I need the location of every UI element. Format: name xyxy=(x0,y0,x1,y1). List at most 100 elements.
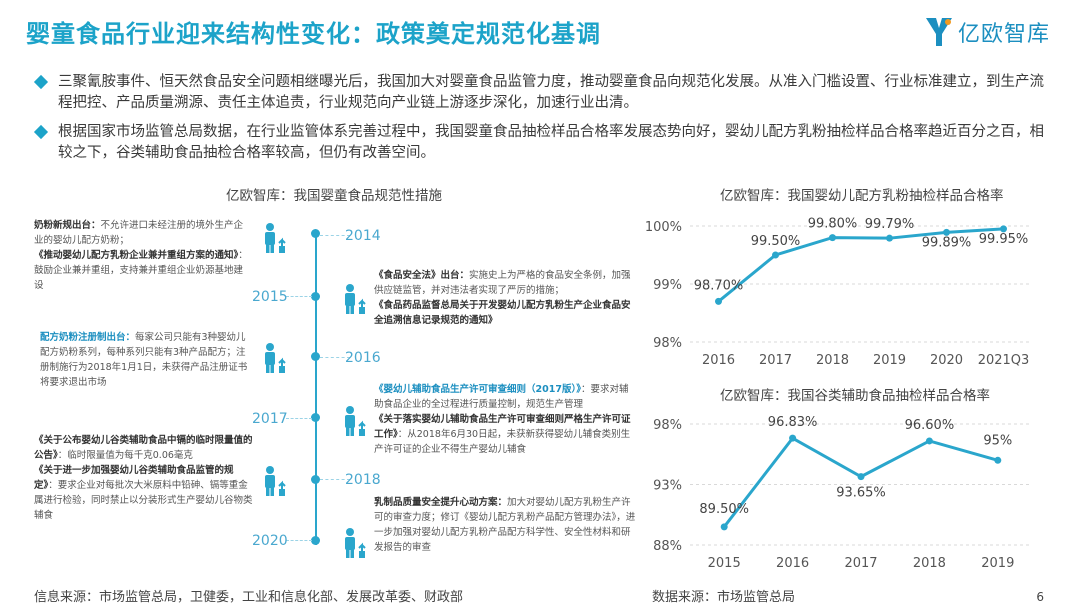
x-tick-label: 2021Q3 xyxy=(978,353,1030,368)
data-point xyxy=(715,297,722,305)
timeline-year: 2015 xyxy=(252,289,288,305)
timeline-connector xyxy=(286,296,312,297)
policy-body: ：鼓励企业兼并重组，支持兼并重组企业奶源基地建设 xyxy=(34,250,248,291)
timeline-dot xyxy=(311,229,320,238)
data-label: 99.79% xyxy=(865,217,915,232)
data-label: 99.50% xyxy=(751,234,801,249)
person-growth-icon xyxy=(340,283,370,315)
data-label: 98.70% xyxy=(694,278,744,293)
timeline-connector xyxy=(286,540,312,541)
diamond-icon xyxy=(33,74,49,90)
data-label: 99.89% xyxy=(922,235,972,250)
timeline-year: 2020 xyxy=(252,533,288,549)
timeline-connector xyxy=(286,418,312,419)
diamond-icon xyxy=(33,124,49,140)
formula-milk-pass-rate-chart: 98% 99% 100% 2016 2017 2018 2019 2020 2021Q3 98.7… xyxy=(645,217,1032,368)
policy-entry: 配方奶粉注册制出台：每家公司只能有3种婴幼儿配方奶粉系列，每种系列只能有3种产品… xyxy=(40,330,252,390)
policy-head: 《食品安全法》出台： xyxy=(374,270,470,281)
bullet-text: 三聚氰胺事件、恒天然食品安全问题相继曝光后，我国加大对婴童食品监管力度，推动婴童… xyxy=(58,74,1044,111)
policy-head: 《关于落实婴幼儿辅助食品生产许可审查细则严格生产许可证工作》 xyxy=(374,414,631,440)
policy-head: 奶粉新规出台： xyxy=(34,220,101,231)
y-tick-label: 100% xyxy=(645,220,682,235)
timeline-year: 2016 xyxy=(345,350,381,366)
data-point xyxy=(925,437,933,445)
data-label: 96.83% xyxy=(768,415,818,430)
policy-head: 配方奶粉注册制出台： xyxy=(40,332,136,343)
series-line xyxy=(723,436,999,528)
x-tick-label: 2018 xyxy=(816,353,849,368)
x-tick-label: 2017 xyxy=(844,556,877,571)
x-tick-label: 2019 xyxy=(873,353,906,368)
page-number: 6 xyxy=(1036,590,1044,604)
x-tick-label: 2015 xyxy=(708,556,741,571)
data-label: 99.95% xyxy=(979,232,1029,247)
timeline-dot xyxy=(311,413,320,422)
policy-entry: 《婴幼儿辅助食品生产许可审查细则（2017版）》：要求对辅助食品企业的全过程进行… xyxy=(374,382,636,457)
bullet-item: 三聚氰胺事件、恒天然食品安全问题相继曝光后，我国加大对婴童食品监管力度，推动婴童… xyxy=(33,72,1046,114)
policy-body: 加大对婴幼儿配方乳粉生产许可的审查力度；修订《婴幼儿配方乳粉产品配方管理办法》，… xyxy=(374,497,636,553)
timeline-dot xyxy=(311,352,320,361)
y-tick-label: 98% xyxy=(653,336,682,351)
policy-body: 不允许进口未经注册的境外生产企业的婴幼儿配方奶粉； xyxy=(34,220,244,246)
policy-body: ：要求对辅助食品企业的全过程进行质量控制，规范生产管理 xyxy=(374,384,629,410)
timeline-dot xyxy=(311,536,320,545)
timeline-year: 2018 xyxy=(345,472,381,488)
x-tick-label: 2020 xyxy=(930,353,963,368)
policy-body: ：临时限量值为每千克0.06毫克 xyxy=(57,450,193,461)
data-label: 89.50% xyxy=(699,502,749,517)
policy-entry: 奶粉新规出台：不允许进口未经注册的境外生产企业的婴幼儿配方奶粉； 《推动婴幼儿配… xyxy=(34,218,252,293)
timeline-title: 亿欧智库：我国婴童食品规范性措施 xyxy=(226,188,442,204)
policy-body: ：从2018年6月30日起，未获新获得婴幼儿辅食类别生产许可证的企业不得生产婴幼… xyxy=(374,429,631,455)
x-tick-label: 2019 xyxy=(981,556,1014,571)
policy-entry: 乳制品质量安全提升心动方案：加大对婴幼儿配方乳粉生产许可的审查力度；修订《婴幼儿… xyxy=(374,495,636,555)
policy-entry: 《食品安全法》出台：实施史上为严格的食品安全条例，加强供应链监管，并对违法者实现… xyxy=(374,268,636,328)
bullet-text: 根据国家市场监管总局数据，在行业监管体系完善过程中，我国婴童食品抽检样品合格率发… xyxy=(58,124,1044,161)
person-growth-icon xyxy=(340,527,370,559)
policy-head: 《食品药品监督总局关于开发婴幼儿配方乳粉生产企业食品安全追溯信息记录规范的通知》 xyxy=(374,300,631,326)
logo-text: 亿欧智库 xyxy=(957,22,1050,47)
data-point xyxy=(789,434,797,442)
policy-body: 实施史上为严格的食品安全条例，加强供应链监管，并对违法者实现了严厉的措施； xyxy=(374,270,631,296)
data-point xyxy=(772,251,779,259)
data-point xyxy=(720,523,728,531)
policy-head: 《关于进一步加强婴幼儿谷类辅助食品监管的规定》 xyxy=(34,465,234,491)
person-growth-icon xyxy=(340,405,370,437)
chart-title-cereal: 亿欧智库：我国谷类辅助食品抽检样品合格率 xyxy=(720,388,990,404)
cereal-food-pass-rate-chart: 88% 93% 98% 2015 2016 2017 2018 2019 89.50% 96.83… xyxy=(653,415,1032,571)
data-point xyxy=(943,228,950,236)
timeline-connector xyxy=(320,357,350,358)
series-line xyxy=(717,227,1004,303)
person-growth-icon xyxy=(260,465,290,497)
policy-head: 《推动婴幼儿配方乳粉企业兼并重组方案的通知》 xyxy=(34,250,239,261)
chart-title-formula: 亿欧智库：我国婴幼儿配方乳粉抽检样品合格率 xyxy=(720,188,1004,204)
data-point xyxy=(994,456,1002,464)
timeline-axis xyxy=(315,233,317,545)
data-point xyxy=(829,234,836,242)
policy-body: 每家公司只能有3种婴幼儿配方奶粉系列，每种系列只能有3种产品配方；注册制施行为2… xyxy=(40,332,248,388)
timeline-connector xyxy=(320,235,350,236)
timeline-dot xyxy=(311,292,320,301)
timeline-year: 2014 xyxy=(345,228,381,244)
bullet-item: 根据国家市场监管总局数据，在行业监管体系完善过程中，我国婴童食品抽检样品合格率发… xyxy=(33,122,1046,164)
person-growth-icon xyxy=(260,222,290,254)
data-label: 99.80% xyxy=(808,217,858,232)
timeline-connector xyxy=(320,479,350,480)
source-note-left: 信息来源：市场监管总局，卫健委，工业和信息化部、发展改革委、财政部 xyxy=(34,590,464,605)
x-tick-label: 2016 xyxy=(702,353,735,368)
data-label: 93.65% xyxy=(836,486,886,501)
source-note-right: 数据来源：市场监管总局 xyxy=(652,590,796,605)
data-label: 96.60% xyxy=(905,418,955,433)
timeline-year: 2017 xyxy=(252,411,288,427)
person-growth-icon xyxy=(260,342,290,374)
data-point xyxy=(886,234,893,242)
data-label: 95% xyxy=(983,433,1012,448)
policy-head: 乳制品质量安全提升心动方案： xyxy=(374,497,508,508)
x-tick-label: 2018 xyxy=(913,556,946,571)
policy-body: ：要求企业对每批次大米原料中铅砷、镉等重金属进行检验，同时禁止以分装形式生产婴幼… xyxy=(34,480,253,521)
y-tick-label: 99% xyxy=(653,278,682,293)
data-point xyxy=(857,473,865,481)
y-tick-label: 93% xyxy=(653,479,682,494)
logo-icon xyxy=(925,18,952,46)
timeline-dot xyxy=(311,475,320,484)
brand-logo: 亿欧智库 xyxy=(922,14,1050,50)
